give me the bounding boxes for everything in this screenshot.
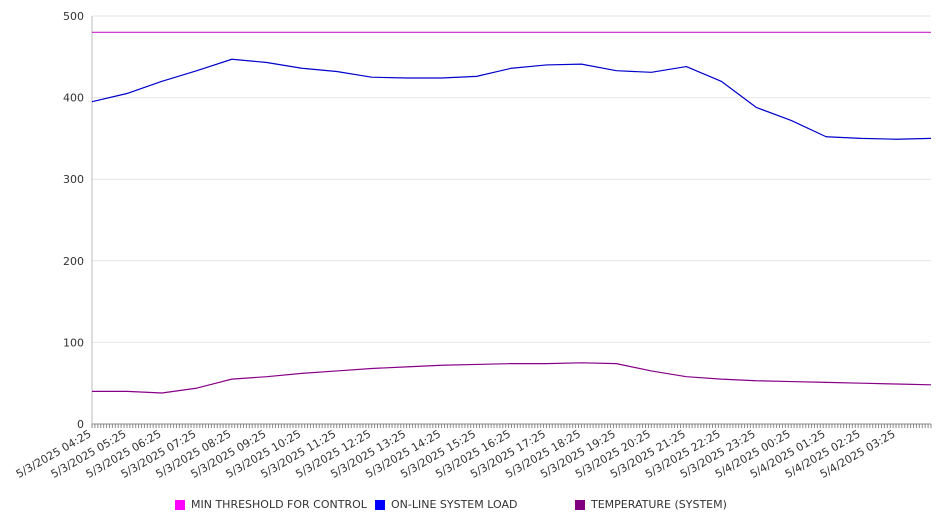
y-tick-label: 500 (63, 10, 84, 23)
y-tick-labels: 0 100 200 300 400 500 (63, 10, 84, 431)
legend-label-min-threshold: MIN THRESHOLD FOR CONTROL (191, 498, 367, 511)
x-tick-labels: 5/3/2025 04:255/3/2025 05:255/3/2025 06:… (14, 427, 898, 481)
series-line-2 (92, 362, 932, 394)
legend: MIN THRESHOLD FOR CONTROL ON-LINE SYSTEM… (0, 498, 946, 516)
legend-item-temperature[interactable]: TEMPERATURE (SYSTEM) (575, 498, 727, 511)
legend-swatch-min-threshold (175, 499, 185, 510)
legend-swatch-system-load (375, 499, 385, 510)
legend-item-min-threshold[interactable]: MIN THRESHOLD FOR CONTROL (175, 498, 367, 511)
y-tick-label: 100 (63, 336, 84, 349)
legend-label-system-load: ON-LINE SYSTEM LOAD (391, 498, 518, 511)
legend-item-system-load[interactable]: ON-LINE SYSTEM LOAD (375, 498, 517, 511)
legend-label-temperature: TEMPERATURE (SYSTEM) (591, 498, 727, 511)
y-tick-label: 200 (63, 255, 84, 268)
grid-lines (92, 15, 931, 343)
series-line-1 (91, 58, 932, 140)
y-tick-label: 0 (77, 418, 84, 431)
y-tick-label: 400 (63, 92, 84, 105)
axes (91, 16, 932, 428)
series-lines (91, 31, 932, 394)
legend-swatch-temperature (575, 499, 585, 510)
y-tick-label: 300 (63, 173, 84, 186)
